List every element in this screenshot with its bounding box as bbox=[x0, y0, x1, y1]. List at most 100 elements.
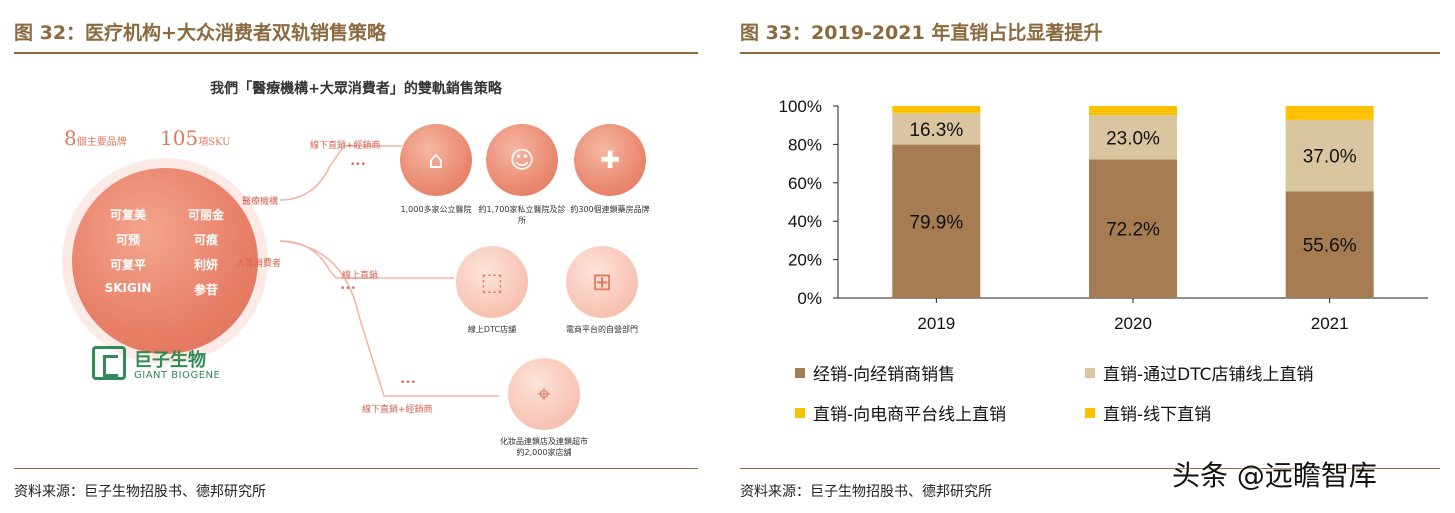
private-clinic-label: 約1,700家私立醫院及診所 bbox=[478, 205, 566, 225]
brand-name: 可复平 bbox=[109, 258, 146, 272]
x-tick-label: 2019 bbox=[917, 314, 955, 333]
brand-name: 利妍 bbox=[193, 258, 218, 272]
legend-label: 直销-线下直销 bbox=[1103, 405, 1212, 425]
right-bottom-rule bbox=[740, 468, 1440, 469]
left-source-note: 资料来源：巨子生物招股书、德邦研究所 bbox=[14, 484, 266, 500]
bar-segment bbox=[1089, 112, 1177, 116]
y-tick-label: 60% bbox=[788, 174, 822, 193]
brand-name: 可复美 bbox=[109, 208, 146, 222]
store-location-icon: ⌖ bbox=[537, 380, 551, 408]
brand-name: 可预 bbox=[115, 233, 140, 247]
brand-name: 参苷 bbox=[193, 283, 218, 297]
brand-name: SKIGIN bbox=[104, 281, 152, 295]
bar-segment bbox=[1089, 106, 1177, 113]
ecommerce-label: 電商平台的自營部門 bbox=[566, 325, 638, 334]
data-label: 55.6% bbox=[1303, 236, 1357, 257]
data-label: 16.3% bbox=[909, 120, 963, 141]
brand-count-number: 8 bbox=[64, 126, 77, 150]
public-hospital-node: ⌂ bbox=[400, 124, 472, 196]
data-label: 79.9% bbox=[909, 212, 963, 233]
sku-count-number: 105 bbox=[160, 126, 199, 150]
legend-item: 直销-向电商平台线上直销 bbox=[795, 400, 1006, 425]
pharmacy-node: ✚ bbox=[574, 124, 646, 196]
left-title-rule bbox=[14, 52, 698, 54]
brand-portfolio-circle bbox=[72, 168, 258, 354]
hospital-icon: ⌂ bbox=[428, 146, 444, 174]
left-figure-title: 图 32：医疗机构+大众消费者双轨销售策略 bbox=[14, 22, 386, 44]
company-logo: 巨子生物 GIANT BIOGENE bbox=[78, 346, 278, 390]
data-label: 23.0% bbox=[1106, 128, 1160, 149]
dots-1: ••• bbox=[350, 160, 366, 170]
bar-segment bbox=[1285, 191, 1374, 298]
connector-consumer-offline bbox=[279, 240, 499, 397]
channel-consumer-label: 大眾消費者 bbox=[236, 259, 282, 269]
doctor-icon: ☺ bbox=[509, 146, 535, 174]
bar-segment bbox=[892, 106, 981, 113]
legend-swatch bbox=[795, 367, 805, 378]
pharmacy-icon: ✚ bbox=[599, 146, 621, 174]
cosmetics-store-node: ⌖ bbox=[508, 358, 580, 430]
brand-list: 可复美 可丽金 可预 可痕 可复平 利妍 SKIGIN 参苷 bbox=[92, 206, 242, 298]
y-tick-label: 80% bbox=[788, 135, 822, 154]
bar-segment bbox=[892, 113, 981, 145]
cart-icon: ⊞ bbox=[591, 268, 613, 296]
dots-2: ••• bbox=[340, 284, 356, 294]
brand-count-stat: 8個主要品牌 bbox=[64, 126, 127, 150]
legend-item: 经销-向经销商销售 bbox=[795, 360, 955, 385]
right-title-rule bbox=[740, 52, 1440, 54]
legend-swatch bbox=[795, 407, 805, 418]
legend-item: 直销-线下直销 bbox=[1085, 400, 1211, 425]
bar-segment bbox=[1285, 119, 1374, 121]
legend-item: 直销-通过DTC店铺线上直销 bbox=[1085, 360, 1313, 385]
bar-segment bbox=[1285, 120, 1374, 192]
legend-label: 直销-向电商平台线上直销 bbox=[813, 405, 1007, 425]
diagram-title: 我們「醫療機構+大眾消費者」的雙軌銷售策略 bbox=[210, 81, 502, 97]
offline-direct-distributor-label-2: 線下直銷+經銷商 bbox=[362, 405, 433, 415]
sku-count-stat: 105項SKU bbox=[160, 126, 231, 150]
cosmetics-store-label: 化妝品連鎖店及連鎖超市約2,000家店舖 bbox=[500, 437, 588, 457]
bar-segment bbox=[892, 112, 981, 114]
brand-name: 可痕 bbox=[193, 233, 218, 247]
data-label: 72.2% bbox=[1106, 220, 1160, 241]
legend-swatch bbox=[1085, 367, 1095, 378]
watermark-text: 头条 @远瞻智库 bbox=[1172, 459, 1377, 492]
ecommerce-node: ⊞ bbox=[566, 246, 638, 318]
online-direct-label: 線上直銷 bbox=[342, 271, 379, 281]
left-bottom-rule bbox=[14, 468, 698, 469]
y-tick-label: 100% bbox=[779, 97, 822, 116]
online-store-icon: ⬚ bbox=[480, 268, 504, 296]
brand-name: 可丽金 bbox=[187, 208, 224, 222]
stacked-bar-chart: 0% 20% 40% 60% 80% 100% 79.9% 16.3% 2019 72.2% 23.… bbox=[779, 97, 1428, 333]
bar-segment bbox=[1285, 106, 1374, 120]
channel-connectors bbox=[279, 145, 499, 397]
pharmacy-label: 約300個連鎖藥房品牌 bbox=[570, 205, 650, 214]
dots-3: ••• bbox=[400, 378, 416, 388]
connector-medical-branch bbox=[279, 145, 402, 201]
bar-segment bbox=[892, 144, 981, 298]
private-clinic-node: ☺ bbox=[486, 124, 558, 196]
sku-count-unit: 項SKU bbox=[198, 137, 231, 148]
x-tick-label: 2021 bbox=[1311, 314, 1349, 333]
y-tick-label: 40% bbox=[788, 212, 822, 231]
right-figure-title: 图 33：2019-2021 年直销占比显著提升 bbox=[740, 22, 1103, 44]
bar-segment bbox=[1089, 115, 1177, 160]
legend-label: 经销-向经销商销售 bbox=[813, 365, 956, 385]
y-tick-label: 20% bbox=[788, 251, 822, 270]
data-label: 37.0% bbox=[1303, 147, 1357, 168]
right-source-note: 资料来源：巨子生物招股书、德邦研究所 bbox=[740, 484, 992, 500]
logo-english-name: GIANT BIOGENE bbox=[134, 370, 221, 381]
logo-chinese-name: 巨子生物 bbox=[134, 350, 206, 371]
dtc-store-label: 線上DTC店舖 bbox=[467, 325, 517, 334]
x-tick-label: 2020 bbox=[1114, 314, 1152, 333]
y-tick-label: 0% bbox=[797, 289, 822, 308]
legend-label: 直销-通过DTC店铺线上直销 bbox=[1103, 365, 1314, 385]
legend-swatch bbox=[1085, 407, 1095, 418]
dual-channel-diagram: 我們「醫療機構+大眾消費者」的雙軌銷售策略 8個主要品牌 105項SKU 可复美… bbox=[14, 56, 698, 466]
brand-count-unit: 個主要品牌 bbox=[76, 137, 127, 148]
bar-segment bbox=[1089, 159, 1177, 298]
public-hospital-label: 1,000多家公立醫院 bbox=[400, 205, 472, 214]
dtc-store-node: ⬚ bbox=[456, 246, 528, 318]
offline-direct-distributor-label: 線下直銷+經銷商 bbox=[310, 141, 381, 151]
logo-icon bbox=[92, 346, 126, 380]
channel-medical-label: 醫療機構 bbox=[242, 197, 279, 207]
